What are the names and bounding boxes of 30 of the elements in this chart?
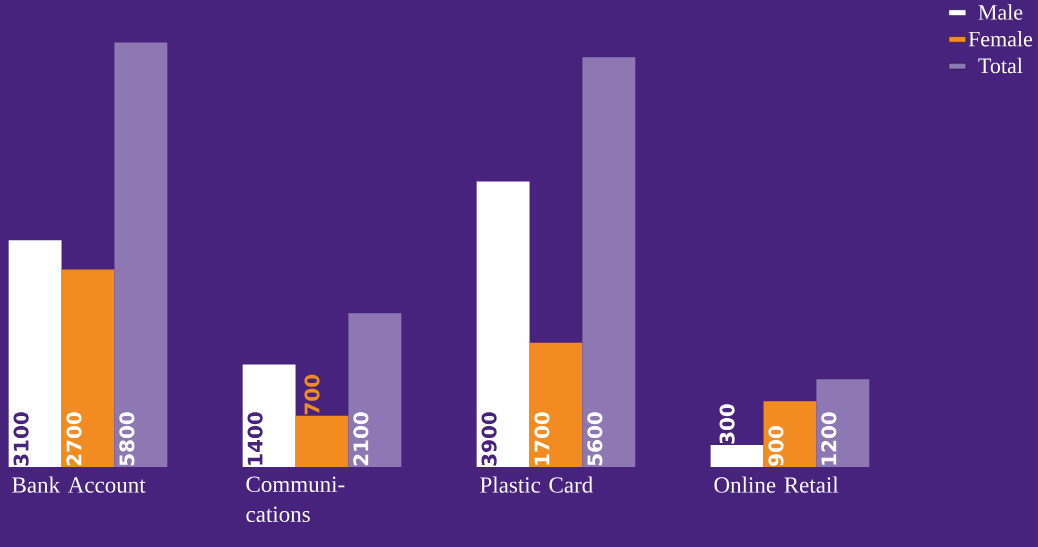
- data-label: 1200: [821, 412, 837, 465]
- bar: [8, 240, 62, 468]
- data-label: 2700: [66, 412, 82, 466]
- data-label: 1400: [247, 412, 263, 465]
- bar: [348, 313, 402, 468]
- data-label: 1700: [534, 412, 550, 465]
- bar: [582, 57, 636, 468]
- bar: [710, 445, 764, 468]
- data-label: 300: [719, 404, 735, 444]
- legend-label: Female: [968, 30, 1033, 47]
- data-label: 2100: [353, 412, 369, 466]
- x-tick-label: Plastic Card: [480, 476, 593, 493]
- data-label: 5800: [119, 412, 135, 466]
- data-label: 3100: [13, 412, 29, 466]
- bar: [295, 415, 349, 468]
- x-tick-label: Online Retail: [714, 476, 839, 493]
- legend-label: Total: [978, 57, 1023, 74]
- bar: [816, 379, 870, 468]
- data-label: 5600: [587, 412, 603, 466]
- bar: [529, 342, 583, 468]
- bar: [114, 42, 168, 468]
- x-tick-label: Communi-cations: [246, 476, 345, 523]
- bar: [242, 364, 296, 468]
- data-label: 900: [768, 426, 784, 466]
- x-tick-label: Bank Account: [12, 476, 146, 493]
- data-label: 3900: [481, 412, 497, 466]
- legend-label: Male: [978, 4, 1023, 20]
- bar: [61, 269, 115, 468]
- data-label: 700: [304, 374, 320, 415]
- bar: [476, 181, 530, 468]
